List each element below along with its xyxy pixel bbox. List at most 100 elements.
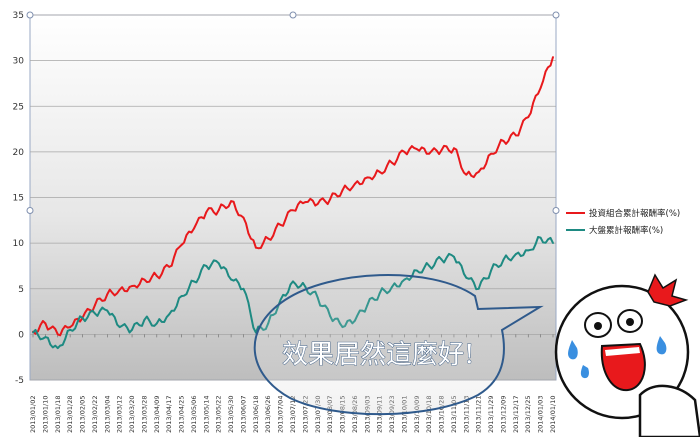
series-0-point bbox=[366, 176, 369, 179]
character-tear-left bbox=[568, 340, 578, 360]
x-tick-label: 2013/07/22 bbox=[301, 396, 309, 433]
selection-handle[interactable] bbox=[552, 207, 560, 214]
x-tick-label: 2013/10/28 bbox=[438, 396, 446, 433]
x-tick-label: 2013/06/07 bbox=[239, 396, 247, 433]
series-0-point bbox=[180, 244, 183, 246]
series-0-point bbox=[205, 211, 208, 214]
series-0-point bbox=[403, 150, 406, 153]
x-tick-label: 2013/01/02 bbox=[29, 396, 37, 433]
series-0-point bbox=[453, 147, 455, 150]
speech-bubble: 效果居然這麼好! bbox=[253, 274, 544, 416]
series-0-point bbox=[118, 288, 121, 291]
series-1-point bbox=[304, 286, 307, 288]
x-tick-label: 2013/02/05 bbox=[79, 396, 87, 433]
selection-handle[interactable] bbox=[552, 11, 560, 19]
x-tick-label: 2013/03/04 bbox=[103, 396, 111, 433]
y-tick-label: 15 bbox=[13, 194, 24, 204]
series-0-point bbox=[477, 171, 480, 173]
series-1-point bbox=[539, 236, 542, 239]
x-tick-label: 2013/12/25 bbox=[524, 396, 532, 433]
series-0-point bbox=[539, 87, 542, 89]
series-0-point bbox=[69, 326, 72, 328]
series-1-point bbox=[279, 298, 282, 301]
selection-handle[interactable] bbox=[26, 11, 34, 19]
x-tick-label: 2013/04/17 bbox=[165, 396, 173, 433]
character-left-pupil bbox=[594, 322, 602, 330]
series-1-point bbox=[56, 347, 59, 349]
character-tear-drop bbox=[580, 365, 589, 379]
x-tick-label: 2013/05/30 bbox=[227, 396, 235, 433]
x-tick-label: 2013/08/15 bbox=[339, 396, 347, 433]
x-tick-label: 2013/07/04 bbox=[277, 396, 285, 433]
series-0-point bbox=[143, 278, 146, 281]
series-1-point bbox=[514, 253, 517, 255]
x-tick-label: 2013/11/13 bbox=[462, 396, 470, 433]
x-tick-label: 2013/01/28 bbox=[66, 396, 74, 433]
x-tick-label: 2013/01/10 bbox=[41, 396, 49, 433]
y-tick-label: 0 bbox=[18, 330, 24, 340]
x-tick-label: 2013/11/05 bbox=[450, 396, 458, 433]
series-0-point bbox=[552, 56, 554, 58]
character-hand bbox=[638, 384, 700, 437]
y-tick-label: 20 bbox=[13, 148, 25, 158]
series-1-point bbox=[552, 242, 554, 245]
series-0-point bbox=[155, 275, 158, 277]
legend: 投資組合累計報酬率(%) 大盤累計報酬率(%) bbox=[566, 208, 680, 236]
selection-handle[interactable] bbox=[289, 11, 297, 19]
series-0-point bbox=[440, 149, 443, 151]
series-0-point bbox=[230, 200, 232, 203]
x-tick-label: 2013/07/12 bbox=[289, 396, 297, 433]
speech-bubble-shape bbox=[253, 274, 544, 416]
series-0-point bbox=[267, 237, 270, 240]
series-0-point bbox=[316, 202, 319, 205]
series-0-point bbox=[254, 246, 257, 249]
series-1-point bbox=[490, 269, 492, 272]
x-tick-label: 2013/05/14 bbox=[202, 396, 210, 433]
series-1-point bbox=[205, 265, 208, 267]
series-0-point bbox=[193, 227, 195, 230]
x-tick-label: 2013/01/18 bbox=[54, 396, 62, 433]
series-1-point bbox=[502, 258, 505, 261]
series-0-point bbox=[44, 322, 47, 325]
series-1-point bbox=[44, 336, 47, 339]
series-1-point bbox=[230, 278, 232, 281]
series-1-point bbox=[527, 249, 530, 252]
series-1-point bbox=[453, 255, 455, 258]
x-tick-label: 2013/12/17 bbox=[512, 396, 520, 433]
series-0-point bbox=[217, 209, 220, 212]
y-tick-label: -5 bbox=[15, 376, 24, 386]
series-0-point bbox=[514, 134, 517, 137]
series-1-point bbox=[415, 269, 418, 272]
x-tick-label: 2013/10/18 bbox=[425, 396, 433, 433]
cartoon-character bbox=[554, 273, 700, 437]
series-0-point bbox=[465, 173, 468, 176]
x-tick-label: 2013/03/20 bbox=[128, 396, 136, 433]
speech-bubble-text: 效果居然這麼好! bbox=[282, 340, 474, 370]
selection-handle[interactable] bbox=[26, 207, 34, 214]
x-tick-label: 2013/12/09 bbox=[499, 396, 507, 433]
legend-label-0: 投資組合累計報酬率(%) bbox=[589, 208, 680, 219]
series-1-point bbox=[69, 328, 72, 331]
y-tick-label: 10 bbox=[13, 239, 25, 249]
series-1-point bbox=[180, 295, 183, 297]
x-tick-label: 2013/10/09 bbox=[413, 396, 421, 433]
series-0-point bbox=[106, 293, 109, 296]
series-0-point bbox=[329, 198, 332, 201]
series-1-point bbox=[440, 258, 443, 261]
series-1-point bbox=[143, 318, 146, 321]
y-tick-label: 5 bbox=[18, 285, 24, 295]
x-tick-label: 2013/05/22 bbox=[215, 396, 223, 433]
x-tick-label: 2013/06/18 bbox=[252, 396, 260, 433]
y-tick-label: 30 bbox=[13, 57, 25, 67]
series-0-point bbox=[415, 148, 418, 151]
character-hair-tuft bbox=[647, 273, 689, 307]
x-tick-label: 2013/10/01 bbox=[400, 396, 408, 433]
series-0-point bbox=[378, 171, 381, 173]
x-tick-label: 2014/01/10 bbox=[549, 396, 557, 433]
series-0-point bbox=[490, 152, 492, 155]
series-0-point bbox=[94, 304, 96, 307]
series-0-point bbox=[131, 285, 133, 287]
character-tear-right bbox=[656, 336, 667, 355]
y-axis-ticks: -5 0 5 10 15 20 25 30 35 bbox=[13, 11, 25, 386]
